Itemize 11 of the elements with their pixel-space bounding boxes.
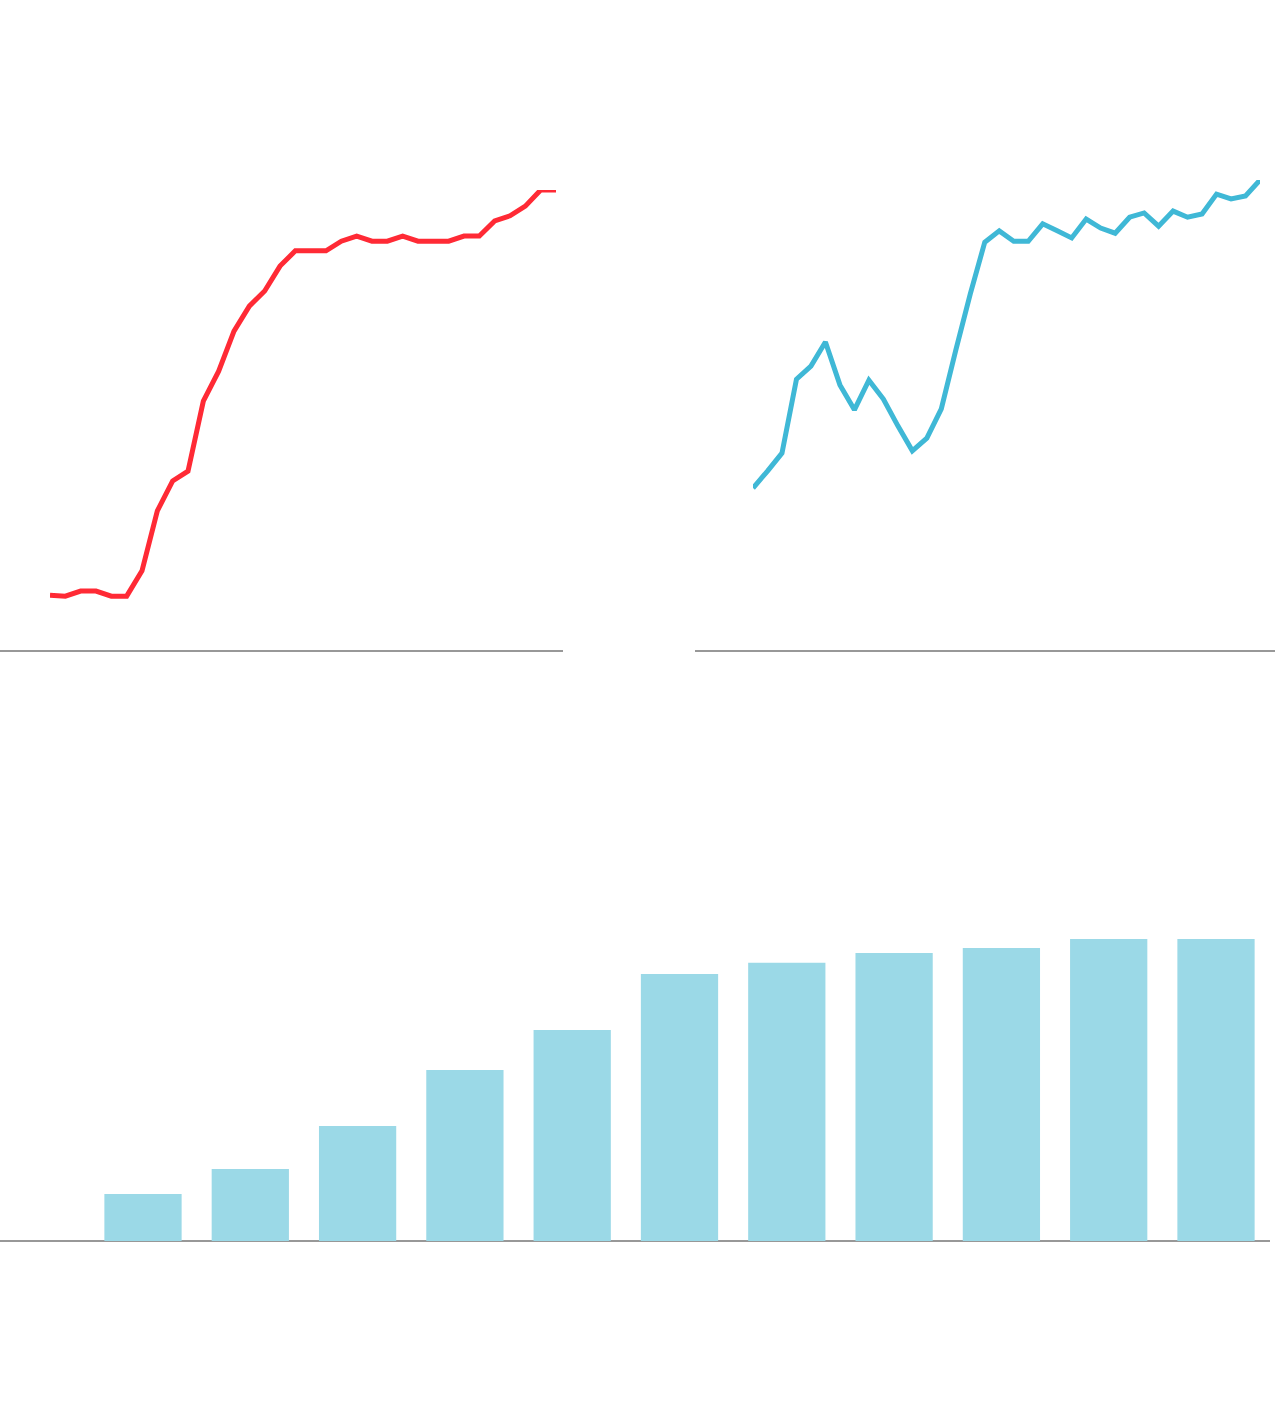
bar: [211, 1169, 289, 1241]
bar: [318, 1125, 397, 1241]
bar: [426, 1070, 504, 1241]
bar: [104, 1193, 182, 1241]
bar: [855, 952, 933, 1241]
bar: [640, 974, 719, 1241]
bar: [748, 962, 826, 1241]
bar: [962, 948, 1041, 1241]
bar: [533, 1029, 611, 1241]
bar: [1177, 939, 1255, 1241]
bar: [1070, 939, 1148, 1241]
